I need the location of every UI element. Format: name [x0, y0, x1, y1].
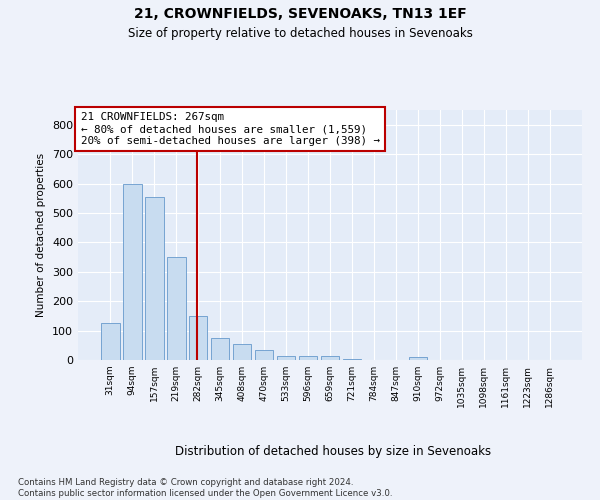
Bar	[123, 184, 142, 360]
Bar	[299, 356, 317, 360]
Bar	[233, 344, 251, 360]
Bar	[211, 338, 229, 360]
Bar	[320, 356, 340, 360]
Text: 21, CROWNFIELDS, SEVENOAKS, TN13 1EF: 21, CROWNFIELDS, SEVENOAKS, TN13 1EF	[134, 8, 466, 22]
Bar	[409, 357, 427, 360]
Y-axis label: Number of detached properties: Number of detached properties	[37, 153, 46, 317]
Bar	[255, 350, 274, 360]
Bar	[167, 257, 185, 360]
Bar	[101, 323, 119, 360]
Text: Distribution of detached houses by size in Sevenoaks: Distribution of detached houses by size …	[175, 444, 491, 458]
Bar	[189, 316, 208, 360]
Text: Size of property relative to detached houses in Sevenoaks: Size of property relative to detached ho…	[128, 28, 472, 40]
Bar	[277, 356, 295, 360]
Bar	[145, 197, 164, 360]
Text: 21 CROWNFIELDS: 267sqm
← 80% of detached houses are smaller (1,559)
20% of semi-: 21 CROWNFIELDS: 267sqm ← 80% of detached…	[80, 112, 380, 146]
Bar	[343, 358, 361, 360]
Text: Contains HM Land Registry data © Crown copyright and database right 2024.
Contai: Contains HM Land Registry data © Crown c…	[18, 478, 392, 498]
